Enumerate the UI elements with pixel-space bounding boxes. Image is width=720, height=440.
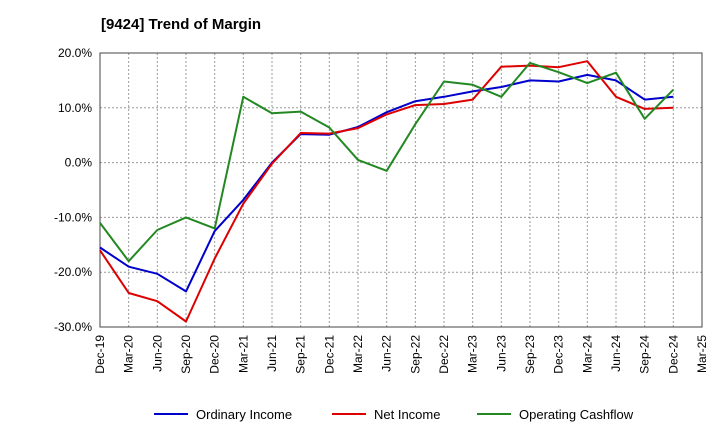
x-tick-label: Dec-22 [437, 335, 451, 374]
legend: Ordinary Income Net Income Operating Cashf… [154, 407, 634, 422]
x-tick-label: Mar-23 [466, 335, 480, 373]
series-line-2 [99, 60, 674, 323]
chart-title: [9424] Trend of Margin [101, 16, 261, 33]
x-tick-label: Dec-19 [93, 335, 107, 374]
x-tick-label: Jun-22 [380, 335, 394, 372]
x-tick-label: Sep-24 [638, 335, 652, 374]
legend-label: Operating Cashflow [519, 407, 634, 422]
plot-border [99, 52, 703, 328]
y-tick-label: -10.0% [54, 210, 92, 224]
x-tick-label: Mar-24 [580, 335, 594, 373]
y-tick-label: -30.0% [54, 320, 92, 334]
x-tick-label: Mar-22 [351, 335, 365, 373]
y-tick-label: 10.0% [58, 101, 92, 115]
x-tick-label: Sep-22 [408, 335, 422, 374]
legend-label: Net Income [374, 407, 440, 422]
x-tick-label: Sep-23 [523, 335, 537, 374]
x-tick-label: Dec-20 [208, 335, 222, 374]
legend-label: Ordinary Income [196, 407, 292, 422]
x-tick-label: Mar-20 [122, 335, 136, 373]
x-tick-label: Sep-21 [294, 335, 308, 374]
x-tick-label: Jun-20 [150, 335, 164, 372]
x-tick-label: Jun-23 [494, 335, 508, 372]
x-tick-label: Mar-25 [695, 335, 709, 373]
x-tick-label: Dec-24 [666, 335, 680, 374]
x-tick-label: Dec-21 [322, 335, 336, 374]
series-line-3 [99, 61, 675, 263]
x-tick-label: Mar-21 [236, 335, 250, 373]
y-tick-label: 20.0% [58, 46, 92, 60]
series-line-1 [99, 73, 674, 293]
y-tick-label: -20.0% [54, 265, 92, 279]
x-tick-label: Dec-23 [552, 335, 566, 374]
x-tick-label: Sep-20 [179, 335, 193, 374]
plot-background [100, 53, 702, 327]
x-tick-label: Jun-21 [265, 335, 279, 372]
y-tick-label: 0.0% [65, 156, 93, 170]
plot-area: 20.0% 10.0% 0.0% -10.0% -20.0% -30.0%Dec-19 Ma… [54, 46, 709, 374]
x-tick-label: Jun-24 [609, 335, 623, 372]
